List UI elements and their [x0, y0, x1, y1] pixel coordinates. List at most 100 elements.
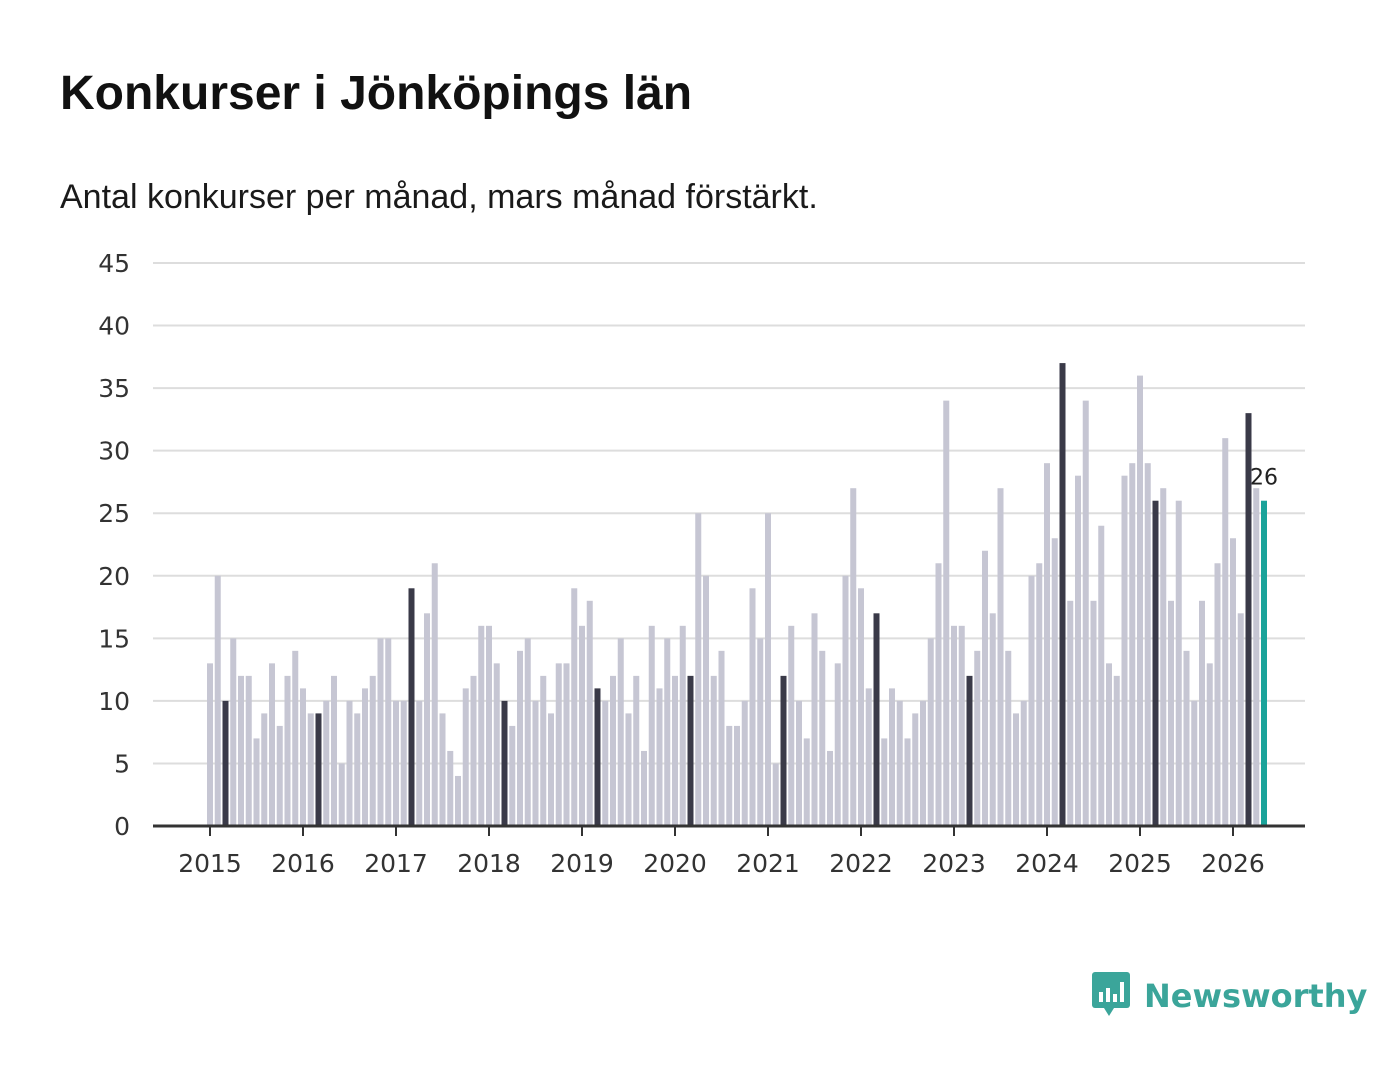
- x-tick-label: 2026: [1201, 849, 1265, 878]
- bar: [896, 700, 903, 826]
- bar: [214, 575, 221, 826]
- bar: [462, 688, 469, 826]
- bar: [672, 675, 678, 826]
- bar-march: [408, 588, 415, 826]
- bar-march: [873, 613, 880, 826]
- bar: [943, 400, 950, 826]
- bar-march: [501, 700, 508, 826]
- y-tick-label: 5: [114, 749, 130, 778]
- bar: [207, 663, 213, 826]
- bar: [664, 638, 671, 826]
- bar: [958, 625, 965, 826]
- bar: [478, 625, 485, 826]
- y-tick-label: 20: [98, 562, 130, 591]
- bar: [424, 613, 430, 826]
- bar: [703, 575, 709, 826]
- bar: [788, 625, 795, 826]
- bar: [749, 588, 756, 826]
- bar: [439, 713, 446, 826]
- bar: [571, 588, 578, 826]
- bar: [858, 588, 864, 826]
- bar: [1230, 538, 1236, 826]
- bar: [486, 625, 492, 826]
- bar: [563, 663, 570, 826]
- bar: [710, 675, 717, 826]
- x-tick-label: 2015: [178, 849, 242, 878]
- y-tick-label: 10: [98, 687, 130, 716]
- bar: [1160, 488, 1167, 826]
- bar: [803, 738, 810, 826]
- bar: [1206, 663, 1213, 826]
- bar-march: [966, 675, 973, 826]
- bar: [1191, 700, 1198, 826]
- bar: [269, 663, 275, 826]
- bar: [1144, 463, 1151, 826]
- bar: [656, 688, 663, 826]
- bar: [889, 688, 895, 826]
- bar: [726, 725, 733, 826]
- bar: [1121, 475, 1128, 826]
- bar: [377, 638, 384, 826]
- bar: [641, 750, 647, 826]
- bar: [811, 613, 818, 826]
- bar: [1214, 563, 1221, 826]
- bar: [796, 700, 802, 826]
- bar: [548, 713, 554, 826]
- bar-march: [1152, 500, 1159, 826]
- bar: [772, 763, 779, 826]
- bar: [648, 625, 655, 826]
- bar: [927, 638, 934, 826]
- bar: [400, 700, 407, 826]
- bar-latest: [1261, 500, 1267, 826]
- bar: [1237, 613, 1244, 826]
- chart-title: Konkurser i Jönköpings län: [60, 67, 693, 120]
- brand-logo: Newsworthy: [1090, 970, 1367, 1022]
- bar: [253, 738, 260, 826]
- bar: [679, 625, 686, 826]
- bar: [245, 675, 252, 826]
- bar: [1253, 488, 1260, 826]
- y-tick-label: 15: [98, 624, 130, 653]
- bar: [393, 700, 399, 826]
- bar: [904, 738, 911, 826]
- bar: [1222, 438, 1229, 826]
- bar: [555, 663, 562, 826]
- bar: [951, 625, 957, 826]
- bar: [362, 688, 368, 826]
- bar: [300, 688, 306, 826]
- bar: [540, 675, 547, 826]
- grid-lines: [153, 262, 1305, 765]
- bar: [455, 775, 461, 826]
- bar: [1044, 463, 1050, 826]
- latest-value-label: 26: [1250, 466, 1278, 491]
- bar: [1005, 650, 1012, 826]
- bar: [1199, 600, 1205, 826]
- bar: [470, 675, 477, 826]
- bar-march: [315, 713, 322, 826]
- bar: [517, 650, 523, 826]
- bar: [1106, 663, 1112, 826]
- x-tick-label: 2022: [829, 849, 893, 878]
- bar: [1113, 675, 1120, 826]
- brand-name: Newsworthy: [1144, 977, 1368, 1015]
- bar: [230, 638, 237, 826]
- bar: [493, 663, 500, 826]
- bar: [238, 675, 244, 826]
- bar: [532, 700, 539, 826]
- bar: [1137, 375, 1143, 826]
- bar: [997, 488, 1004, 826]
- bar: [625, 713, 632, 826]
- bar: [1013, 713, 1019, 826]
- bar-march: [1245, 413, 1252, 826]
- bar-march: [780, 675, 787, 826]
- bar: [284, 675, 291, 826]
- bar: [1082, 400, 1089, 826]
- bar: [842, 575, 849, 826]
- bar: [989, 613, 996, 826]
- bar: [974, 650, 981, 826]
- bar: [912, 713, 919, 826]
- bar: [586, 600, 593, 826]
- bar: [765, 513, 771, 826]
